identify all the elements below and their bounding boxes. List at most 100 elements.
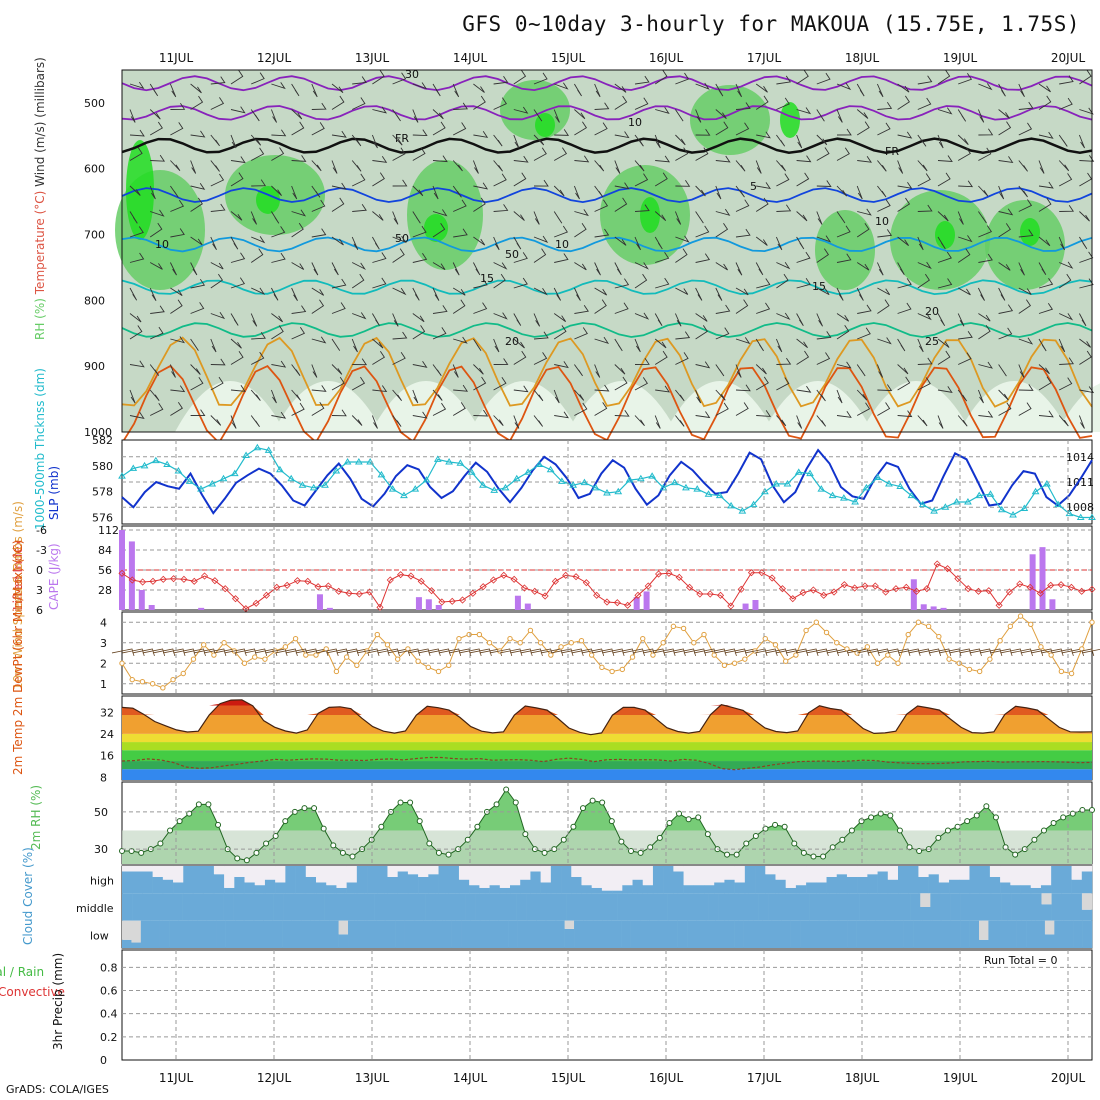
wind-point: [1058, 668, 1065, 675]
cloud-bar: [435, 893, 446, 921]
wind-barb: [816, 389, 826, 402]
wind-barb: [856, 83, 865, 97]
wind-barb: [372, 277, 387, 289]
wind-barb: [412, 211, 421, 224]
li-point: [386, 576, 394, 584]
cloud-bar: [583, 920, 594, 948]
cloud-bar: [988, 920, 999, 948]
cloud-gap: [244, 866, 256, 883]
cloud-gap: [122, 920, 132, 940]
wind-barb: [675, 109, 684, 122]
wind-barb: [998, 327, 1013, 340]
cloud-bar: [1020, 885, 1032, 894]
wind-barb-10m: [203, 648, 227, 657]
wind-barb: [372, 252, 387, 263]
wind-barb: [1018, 101, 1034, 110]
cloud-bar: [879, 893, 891, 921]
cloud-bar: [708, 893, 719, 921]
wind-barb: [352, 203, 367, 212]
wind-barb: [776, 204, 792, 212]
wind-point: [241, 660, 248, 666]
cloud-bar: [485, 893, 497, 921]
wind-barb: [271, 185, 282, 196]
cloud-gap: [458, 866, 470, 880]
thickness-point: [219, 474, 228, 482]
wind-barb: [634, 415, 645, 427]
date-label-top: 15JUL: [551, 51, 586, 65]
wind-barb: [170, 336, 185, 344]
wind-barb-10m: [142, 648, 166, 657]
cloud-bar: [920, 907, 931, 921]
cloud-bar: [1081, 871, 1093, 894]
cloud-gap: [428, 866, 439, 875]
wind-barb: [836, 147, 850, 161]
ua-tick: 700: [84, 229, 105, 242]
rh-point: [973, 812, 980, 819]
rh-point: [282, 818, 289, 825]
wind-barb: [655, 251, 670, 263]
wind-barb: [715, 109, 727, 119]
wind-barb-10m: [602, 648, 625, 657]
cloud-bar: [404, 893, 416, 921]
cloud-gap: [673, 866, 684, 872]
cloud-bar: [734, 920, 744, 948]
wind-barb: [594, 83, 601, 98]
wind-barb: [1038, 83, 1051, 93]
rh-point: [1089, 806, 1095, 813]
wind-barb: [473, 197, 486, 212]
wind-barb-10m: [367, 648, 390, 657]
thickness-point: [400, 491, 408, 499]
wind-barb: [1079, 350, 1092, 365]
cloud-bar: [178, 920, 189, 948]
wind-ylabel: 10m Wind Speed & Barbs (m/s): [11, 501, 25, 690]
date-label-bottom: 16JUL: [649, 1071, 684, 1085]
wind-barb: [917, 357, 933, 365]
thickness-point: [941, 503, 950, 510]
wind-barb: [493, 338, 500, 353]
wind-point: [211, 652, 217, 658]
wind-barb: [291, 389, 302, 401]
wind-barb: [1079, 107, 1094, 115]
wind-barb-10m: [316, 648, 339, 657]
cloud-bar: [894, 920, 904, 948]
cloud-gap: [234, 866, 245, 877]
thickness-point: [670, 478, 679, 486]
wind-barb: [149, 287, 157, 301]
wind-barb: [1038, 197, 1052, 212]
wind-barb: [271, 211, 280, 224]
cloud-bar: [162, 879, 174, 894]
wind-barb: [978, 313, 991, 322]
wind-barb: [957, 109, 967, 122]
rh-point: [810, 853, 817, 860]
thickness-point: [185, 477, 194, 484]
wind-barb: [150, 305, 165, 314]
cloud-bar: [1031, 893, 1042, 921]
cloud-bar: [930, 893, 941, 921]
wind-point: [793, 652, 799, 658]
li-point: [665, 569, 673, 577]
wind-point: [925, 623, 932, 630]
wind-barb: [856, 121, 870, 136]
wind-point: [303, 652, 309, 658]
cloud-bar: [596, 893, 608, 921]
wind-barb: [614, 197, 628, 212]
thickness-point: [321, 481, 329, 488]
wind-barb: [1079, 313, 1087, 327]
rh-point: [339, 849, 346, 856]
wind-barb: [796, 313, 804, 327]
wind-barb: [836, 82, 852, 91]
date-label-bottom: 17JUL: [747, 1071, 782, 1085]
cloud-bar: [607, 893, 618, 921]
wind-barb: [715, 287, 723, 301]
wind-barb: [796, 350, 810, 365]
cloud-gap: [326, 866, 337, 886]
wind-barb: [755, 262, 764, 276]
cloud-bar: [752, 920, 763, 948]
wind-point: [874, 660, 881, 666]
rh-shade: [535, 113, 555, 137]
cloud-bar: [442, 920, 452, 948]
slp-ylabel-left: 1000-500mb Thcknss (dm): [33, 368, 47, 530]
thickness-point: [930, 507, 938, 514]
wind-barb: [998, 262, 1011, 271]
cloud-gap: [867, 866, 878, 875]
